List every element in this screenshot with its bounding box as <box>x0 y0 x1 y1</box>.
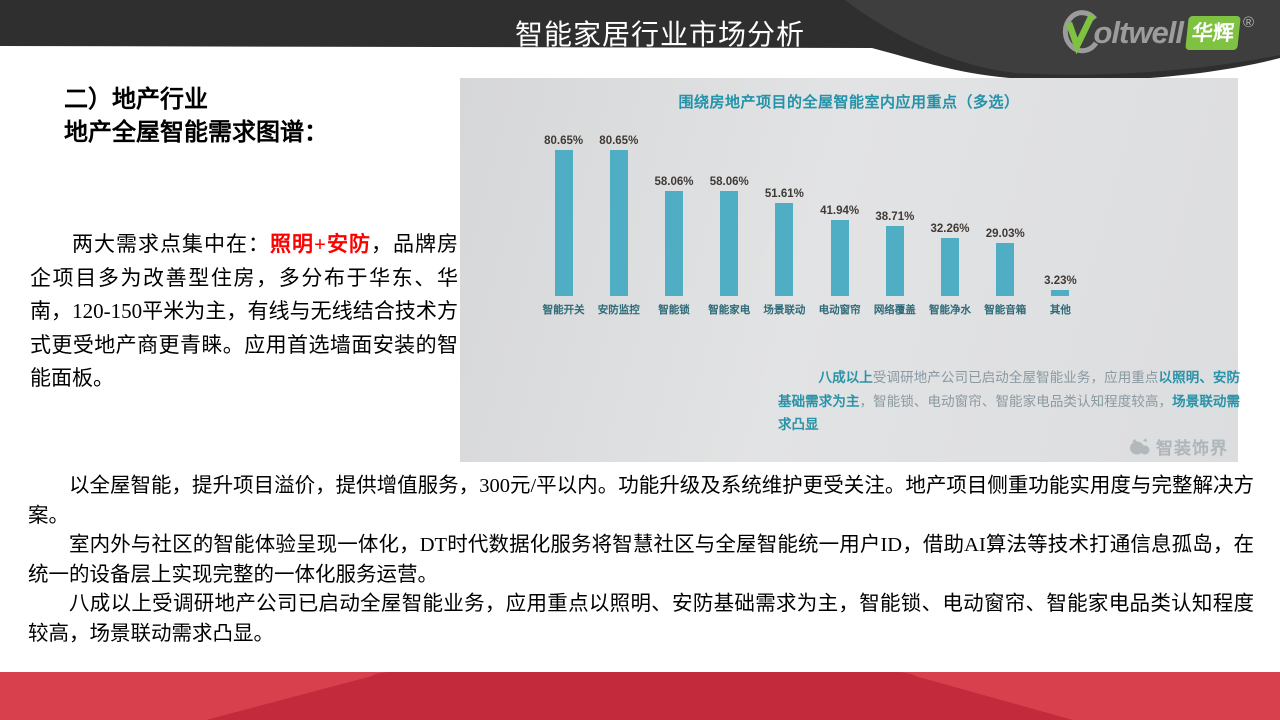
bar-value-label: 58.06% <box>654 175 694 188</box>
cat-logo-icon <box>1130 437 1150 454</box>
bar <box>775 202 794 296</box>
bar-group: 58.06% <box>646 128 701 296</box>
bar <box>665 190 683 296</box>
registered-mark: ® <box>1242 13 1254 31</box>
heading-line-2: 地产全屋智能需求图谱： <box>64 120 328 146</box>
footer-decoration <box>0 672 1280 720</box>
bar-group: 51.61% <box>757 128 812 296</box>
category-label: 电动窗帘 <box>818 304 861 316</box>
left-paragraph: 两大需求点集中在：照明+安防，品牌房企项目多为改善型住房，多分布于华东、华南，1… <box>30 228 458 396</box>
category-label: 智能家电 <box>708 304 751 316</box>
note-segment: ，智能锁、电动窗帘、智能家电品类认知程度较高， <box>859 393 1173 409</box>
chart-title: 围绕房地产项目的全屋智能室内应用重点（多选） <box>678 94 1020 111</box>
bar-value-label: 80.65% <box>544 135 584 148</box>
bottom-paragraph: 室内外与社区的智能体验呈现一体化，DT时代数据化服务将智慧社区与全屋智能统一用户… <box>28 534 1254 586</box>
logo-badge: 华辉 <box>1185 16 1241 50</box>
bar-value-label: 3.23% <box>1044 275 1077 288</box>
bar-group: 32.26% <box>922 128 977 296</box>
para-rest: ，品牌房企项目多为改善型住房，多分布于华东、华南，120-150平米为主，有线与… <box>30 232 459 390</box>
para-lead: 两大需求点集中在： <box>72 232 271 256</box>
bar-value-label: 41.94% <box>820 205 860 218</box>
note-segment: 以照明、安防基础需求为主 <box>778 370 1241 409</box>
bar <box>554 150 573 296</box>
chart-watermark: 智装饰界 <box>1129 434 1228 459</box>
chart-category-labels: 智能开关 安防监控 智能锁 智能家电 场景联动 电动窗帘 网络覆盖 智能净水 智能音箱 其他 <box>536 302 1088 317</box>
category-label: 场景联动 <box>763 304 806 316</box>
heading-line-1: 二）地产行业 <box>64 87 208 113</box>
bar-group: 41.94% <box>812 128 867 296</box>
note-segment: 受调研地产公司已启动全屋智能业务，应用重点 <box>872 370 1159 385</box>
bar-group: 58.06% <box>702 128 757 296</box>
note-segment: 场景联动需求凸显 <box>778 393 1241 433</box>
bar <box>1051 290 1070 296</box>
page-title: 智能家居行业市场分析 <box>514 20 805 51</box>
category-label: 智能音箱 <box>984 304 1027 316</box>
bar <box>830 220 849 296</box>
bar-group: 3.23% <box>1033 128 1088 296</box>
bar-group: 29.03% <box>978 128 1033 296</box>
bar-value-label: 80.65% <box>599 135 639 148</box>
bar <box>885 225 904 296</box>
voltwell-logo-icon <box>1063 10 1099 55</box>
bar-value-label: 29.03% <box>985 228 1025 241</box>
bar-group: 38.71% <box>867 128 922 296</box>
bar-value-label: 51.61% <box>764 187 804 200</box>
chart-note: 八成以上受调研地产公司已启动全屋智能业务，应用重点以照明、安防基础需求为主，智能… <box>778 366 1240 437</box>
bar-group: 80.65% <box>591 128 646 296</box>
para-highlight: 照明+安防 <box>270 232 372 256</box>
note-segment: 八成以上 <box>818 370 873 385</box>
category-label: 智能开关 <box>542 304 585 316</box>
bar <box>720 190 739 296</box>
category-label: 其他 <box>1049 304 1071 316</box>
bar-value-label: 58.06% <box>709 175 749 188</box>
chart-bars: 80.65% 80.65% 58.06% 58.06% 51.61% 41.94% 38.7… <box>536 128 1088 296</box>
category-label: 智能净水 <box>929 304 972 316</box>
bottom-paragraphs: 以全屋智能，提升项目溢价，提供增值服务，300元/平以内。功能升级及系统维护更受… <box>28 472 1254 649</box>
bar <box>609 150 628 296</box>
category-label: 安防监控 <box>597 304 640 316</box>
logo-brand-text: oltwell <box>1093 15 1183 50</box>
bottom-paragraph: 以全屋智能，提升项目溢价，提供增值服务，300元/平以内。功能升级及系统维护更受… <box>28 475 1254 527</box>
header-banner <box>0 0 1280 81</box>
bar-value-label: 38.71% <box>875 210 915 223</box>
bar-group: 80.65% <box>536 128 591 296</box>
bottom-paragraph: 八成以上受调研地产公司已启动全屋智能业务，应用重点以照明、安防基础需求为主，智能… <box>28 593 1254 645</box>
bar-chart-image: 围绕房地产项目的全屋智能室内应用重点（多选） 80.65% 80.65% 58.06… <box>460 78 1240 462</box>
category-label: 智能锁 <box>658 304 690 316</box>
bar-value-label: 32.26% <box>930 222 970 235</box>
company-logo: oltwell 华辉 ® <box>1055 10 1254 56</box>
watermark-text: 智装饰界 <box>1156 439 1228 458</box>
section-heading: 二）地产行业 地产全屋智能需求图谱： <box>64 84 328 150</box>
bar <box>996 243 1015 296</box>
category-label: 网络覆盖 <box>873 304 916 316</box>
bar <box>941 237 960 296</box>
